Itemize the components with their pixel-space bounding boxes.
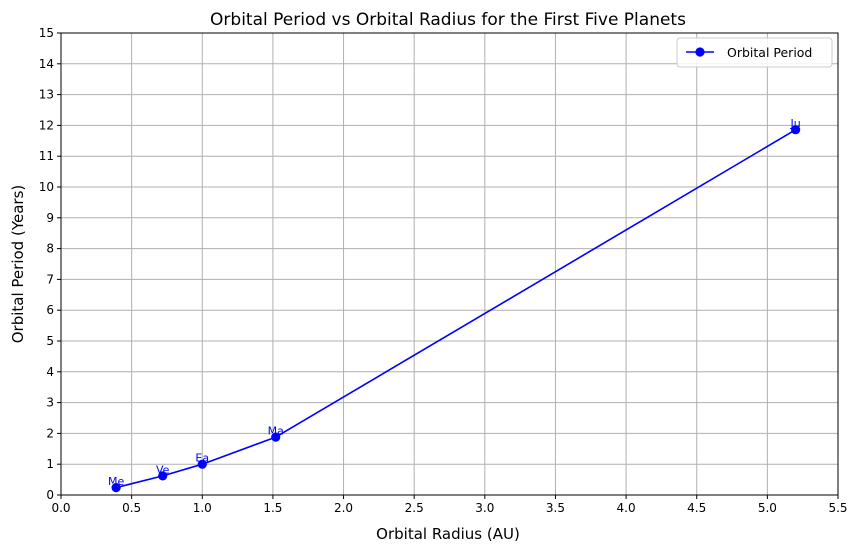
y-tick-label: 2 xyxy=(46,426,54,440)
x-tick-label: 5.5 xyxy=(828,501,847,515)
legend: Orbital Period xyxy=(676,37,833,68)
y-tick-label: 11 xyxy=(39,149,54,163)
data-point xyxy=(197,459,207,469)
y-tick-label: 5 xyxy=(46,334,54,348)
y-tick-label: 12 xyxy=(39,118,54,132)
y-tick-label: 13 xyxy=(39,88,54,102)
y-tick-label: 14 xyxy=(39,57,54,71)
y-tick-label: 1 xyxy=(46,457,54,471)
chart-title: Orbital Period vs Orbital Radius for the… xyxy=(210,10,686,30)
x-tick-label: 4.0 xyxy=(617,501,636,515)
x-tick-label: 0.5 xyxy=(122,501,141,515)
y-tick-label: 15 xyxy=(39,26,54,40)
plot-frame xyxy=(60,32,839,496)
legend-marker-swatch xyxy=(695,47,705,57)
x-tick-label: 0.0 xyxy=(51,501,70,515)
y-tick-label: 10 xyxy=(39,180,54,194)
y-tick-label: 3 xyxy=(46,396,54,410)
axes-layer xyxy=(60,32,839,496)
data-point xyxy=(791,125,801,135)
y-tick-label: 6 xyxy=(46,303,54,317)
x-tick-label: 2.5 xyxy=(405,501,424,515)
y-tick-label: 7 xyxy=(46,272,54,286)
x-tick-label: 2.0 xyxy=(334,501,353,515)
x-tick-label: 3.0 xyxy=(475,501,494,515)
x-tick-label: 5.0 xyxy=(758,501,777,515)
y-tick-label: 4 xyxy=(46,365,54,379)
point-label: Me xyxy=(108,475,124,488)
x-axis-label: Orbital Radius (AU) xyxy=(376,525,520,543)
series-layer xyxy=(111,125,801,493)
y-tick-label: 0 xyxy=(46,488,54,502)
x-tick-label: 3.5 xyxy=(546,501,565,515)
point-labels-layer: Me Ve Ea Ma Ju xyxy=(108,117,801,488)
x-tick-label: 4.5 xyxy=(687,501,706,515)
ticks-layer: 0.0 0.5 1.0 1.5 2.0 2.5 3.0 3.5 4.0 4.5 5.0 5.50123… xyxy=(39,26,848,515)
y-tick-label: 8 xyxy=(46,242,54,256)
point-label: Ea xyxy=(195,452,209,465)
x-tick-label: 1.5 xyxy=(263,501,282,515)
y-tick-label: 9 xyxy=(46,211,54,225)
point-label: Ma xyxy=(268,425,284,438)
legend-box xyxy=(676,37,833,68)
x-tick-label: 1.0 xyxy=(193,501,212,515)
data-point xyxy=(271,432,281,442)
point-label: Ve xyxy=(156,463,170,476)
data-point xyxy=(158,471,168,481)
y-axis-label: Orbital Period (Years) xyxy=(9,185,27,344)
legend-entry-label: Orbital Period xyxy=(727,45,812,60)
data-point xyxy=(111,483,121,493)
point-label: Ju xyxy=(790,117,801,130)
